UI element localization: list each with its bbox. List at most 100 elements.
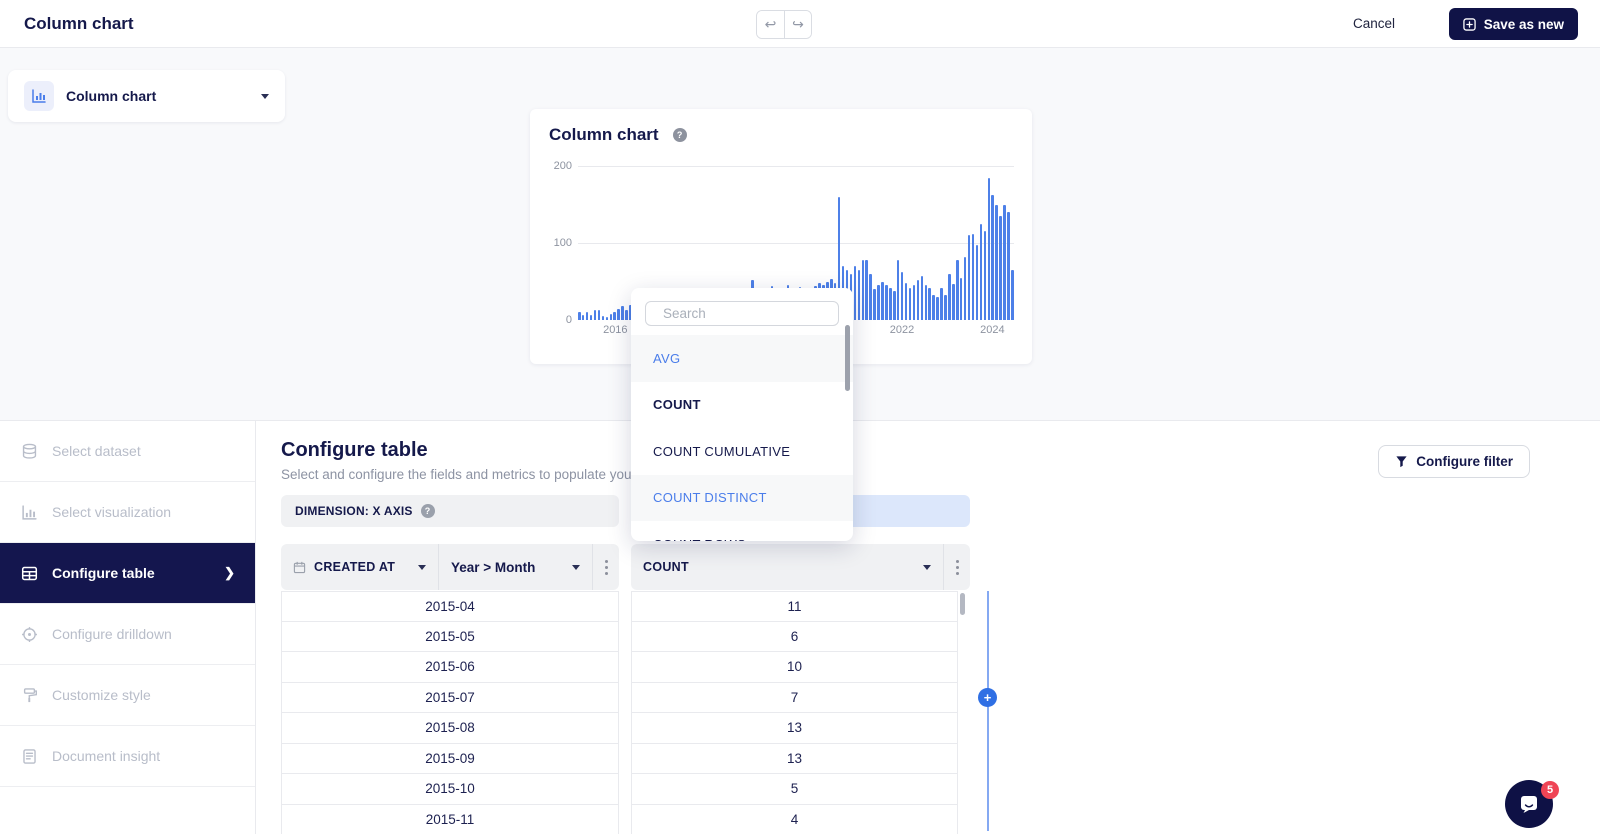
data-table: 2015-04 11 2015-05 6 2015-06 10 2015-07 …	[281, 591, 983, 834]
sidebar-item-document-insight[interactable]: Document insight ❯	[0, 726, 255, 787]
table-row: 2015-08 13	[281, 713, 983, 744]
metric-header-group: COUNT	[631, 544, 970, 590]
redo-icon: ↪	[792, 16, 804, 32]
chart-bar	[940, 287, 943, 320]
sidebar-item-configure-table[interactable]: Configure table ❯	[0, 543, 255, 604]
chart-bar	[900, 272, 904, 320]
chart-bar	[963, 256, 967, 320]
chart-type-selector[interactable]: Column chart	[8, 70, 285, 122]
table-cell-count[interactable]: 4	[631, 804, 958, 834]
table-cell-period[interactable]: 2015-09	[281, 743, 619, 774]
notification-badge: 5	[1541, 781, 1559, 799]
chart-bar	[865, 259, 868, 320]
dropdown-item-count-cumulative[interactable]: COUNT CUMULATIVE	[653, 443, 791, 459]
table-cell-period[interactable]: 2015-10	[281, 774, 619, 805]
gridline	[578, 243, 1014, 244]
table-row: 2015-11 4	[281, 804, 983, 834]
plus-square-icon	[1462, 17, 1476, 31]
table-cell-count[interactable]: 7	[631, 682, 958, 713]
table-cell-count[interactable]: 13	[631, 713, 958, 744]
column-chart-icon	[24, 81, 54, 111]
main-content: Configure table Select and configure the…	[256, 421, 1600, 834]
gridline	[578, 166, 1014, 167]
chart-bar	[991, 194, 994, 320]
chart-bar	[885, 284, 888, 320]
chart-bar	[944, 294, 947, 320]
save-as-new-button[interactable]: Save as new	[1448, 8, 1578, 40]
table-cell-period[interactable]: 2015-06	[281, 652, 619, 683]
add-column-button[interactable]: +	[978, 688, 997, 707]
chart-bar	[916, 279, 920, 320]
table-cell-count[interactable]: 10	[631, 652, 958, 683]
chevron-down-icon	[923, 564, 931, 570]
dropdown-item-avg[interactable]: AVG	[631, 335, 853, 382]
metric-menu-button[interactable]	[943, 544, 970, 590]
chart-bar	[928, 287, 931, 320]
undo-button[interactable]: ↩	[757, 11, 784, 38]
sidebar-item-configure-drilldown[interactable]: Configure drilldown ❯	[0, 604, 255, 665]
table-cell-count[interactable]: 6	[631, 621, 958, 652]
kebab-icon	[604, 559, 608, 575]
chart-bar	[912, 284, 916, 320]
sidebar-item-customize-style[interactable]: Customize style ❯	[0, 665, 255, 726]
kebab-icon	[955, 559, 959, 575]
chart-bar	[597, 310, 601, 320]
table-cell-count[interactable]: 11	[631, 591, 958, 622]
granularity-select[interactable]: Year > Month	[438, 544, 592, 590]
chart-bar	[959, 277, 963, 320]
table-cell-period[interactable]: 2015-04	[281, 591, 619, 622]
metric-select[interactable]: COUNT	[631, 544, 943, 590]
undo-icon: ↩	[764, 16, 777, 32]
calendar-icon	[293, 561, 306, 573]
help-icon[interactable]: ?	[420, 504, 435, 518]
x-axis-tick: 2016	[603, 324, 628, 336]
y-axis-tick: 200	[553, 160, 572, 172]
field-select[interactable]: CREATED AT	[281, 544, 438, 590]
chart-bar	[617, 309, 620, 320]
table-cell-period[interactable]: 2015-08	[281, 713, 619, 744]
y-axis-tick: 100	[553, 237, 572, 249]
chart-bar	[971, 233, 975, 320]
chart-bar	[904, 283, 908, 320]
dropdown-item-count-distinct[interactable]: COUNT DISTINCT	[631, 474, 853, 521]
table-cell-count[interactable]: 13	[631, 743, 958, 774]
dimension-header-group: CREATED AT Year > Month	[281, 544, 619, 590]
dropdown-item-count-rows[interactable]: COUNT ROWS	[631, 521, 853, 541]
chart-bar	[1007, 212, 1010, 320]
x-axis-tick: 2024	[980, 324, 1005, 336]
y-axis-tick: 0	[565, 314, 572, 326]
redo-button[interactable]: ↪	[784, 11, 811, 38]
table-cell-period[interactable]: 2015-07	[281, 682, 619, 713]
help-icon[interactable]: ?	[672, 128, 687, 142]
table-cell-period[interactable]: 2015-11	[281, 804, 619, 834]
add-column-guide	[987, 591, 989, 831]
search-input[interactable]	[663, 306, 840, 321]
chart-bar	[853, 266, 857, 320]
chart-bar	[1003, 204, 1006, 320]
top-bar: Column chart ↩ ↪ Cancel Save as new	[0, 0, 1600, 48]
chevron-right-icon: ❯	[224, 565, 235, 580]
chart-bar	[589, 314, 593, 320]
chart-bar	[861, 259, 864, 320]
dimension-menu-button[interactable]	[592, 544, 619, 590]
cancel-button[interactable]: Cancel	[1352, 16, 1395, 31]
configure-filter-button[interactable]: Configure filter	[1378, 445, 1530, 478]
chart-bar	[975, 245, 979, 320]
x-axis-tick: 2022	[889, 324, 915, 336]
sidebar-item-select-visualization[interactable]: Select visualization ❯	[0, 482, 255, 543]
sidebar-item-select-dataset[interactable]: Select dataset ❯	[0, 421, 255, 482]
chart-bar	[999, 216, 1002, 320]
chart-bar	[924, 285, 927, 320]
table-cell-count[interactable]: 5	[631, 774, 958, 805]
dropdown-item-count[interactable]: COUNT	[653, 397, 701, 413]
table-scrollbar[interactable]	[960, 593, 965, 615]
chat-icon	[1521, 796, 1537, 813]
chart-bar	[601, 316, 605, 320]
chart-type-label: Column chart	[66, 88, 157, 104]
chart-bar	[629, 304, 632, 320]
page-title: Column chart	[24, 14, 134, 33]
table-cell-period[interactable]: 2015-05	[281, 621, 619, 652]
table-row: 2015-06 10	[281, 652, 983, 683]
dropdown-scrollbar[interactable]	[845, 325, 850, 391]
